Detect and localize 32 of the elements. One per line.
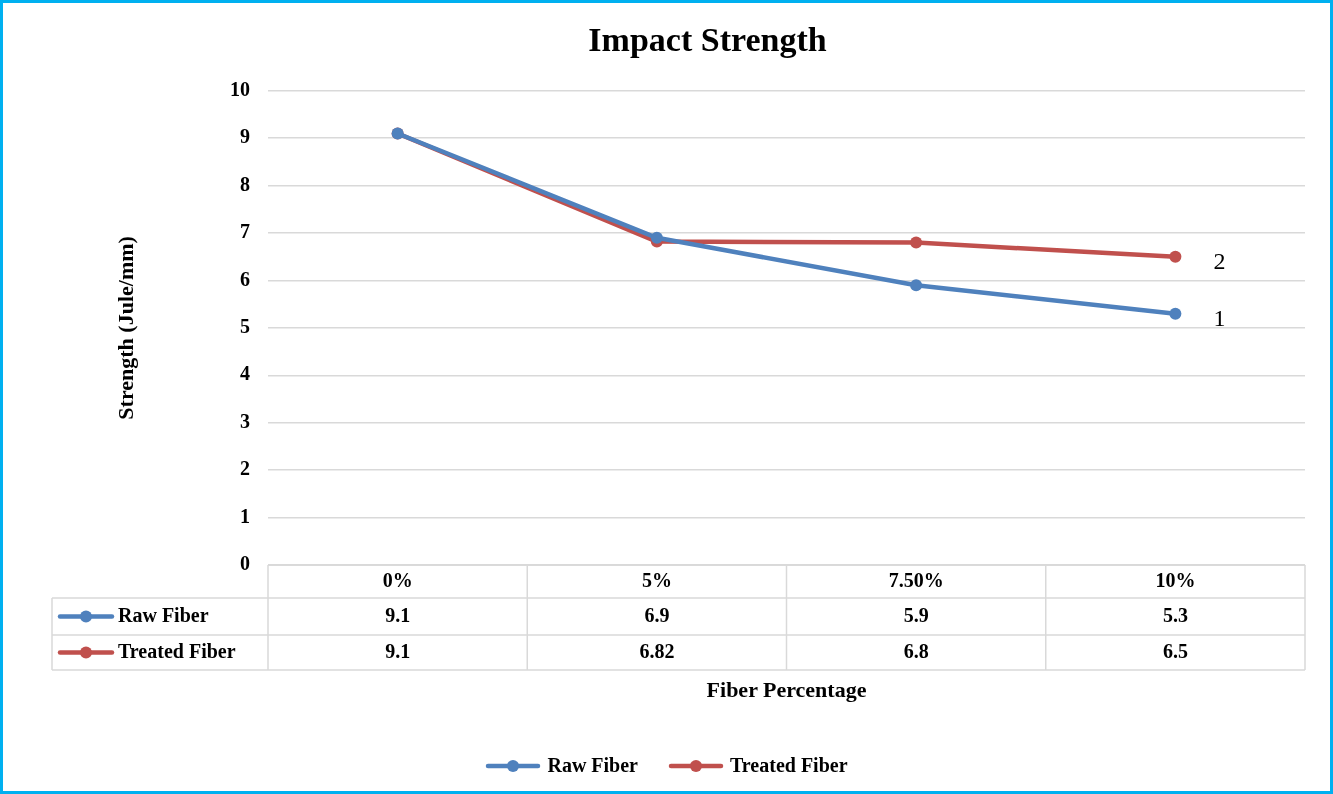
data-label: 5.3 <box>1162 603 1188 626</box>
x-tick-label: 7.50% <box>888 568 944 591</box>
y-tick-label: 3 <box>240 409 250 432</box>
y-tick-label: 4 <box>240 362 250 385</box>
data-label: 6.9 <box>644 603 670 626</box>
x-tick-label: 5% <box>641 568 672 591</box>
data-label: 9.1 <box>385 639 411 662</box>
data-label: 5.9 <box>903 603 929 626</box>
x-tick-label: 0% <box>382 568 413 591</box>
legend-label: Treated Fiber <box>118 639 236 662</box>
y-tick-label: 6 <box>240 267 250 290</box>
data-label: 6.8 <box>903 639 929 662</box>
y-tick-label: 1 <box>240 504 250 527</box>
y-tick-label: 7 <box>240 220 250 243</box>
chart-title: Impact Strength <box>588 21 827 59</box>
data-label: 6.5 <box>1162 639 1188 662</box>
data-label: 6.82 <box>639 639 675 662</box>
y-tick-label: 5 <box>240 315 250 338</box>
y-axis-title: Strength (Jule/mm) <box>112 236 138 420</box>
text: Raw Fiber <box>547 754 638 776</box>
annotation: 2 <box>1213 248 1226 275</box>
legend-label: Raw Fiber <box>118 603 209 626</box>
y-tick-label: 10 <box>230 77 250 100</box>
x-axis-title: Fiber Percentage <box>706 676 867 702</box>
y-tick-label: 2 <box>240 457 250 480</box>
y-tick-label: 9 <box>240 125 250 148</box>
y-tick-label: 8 <box>240 172 250 195</box>
data-label: 9.1 <box>385 603 411 626</box>
x-tick-label: 10% <box>1155 568 1196 591</box>
annotation: 1 <box>1213 304 1226 331</box>
y-tick-label: 0 <box>240 552 250 575</box>
text: Treated Fiber <box>729 754 848 776</box>
